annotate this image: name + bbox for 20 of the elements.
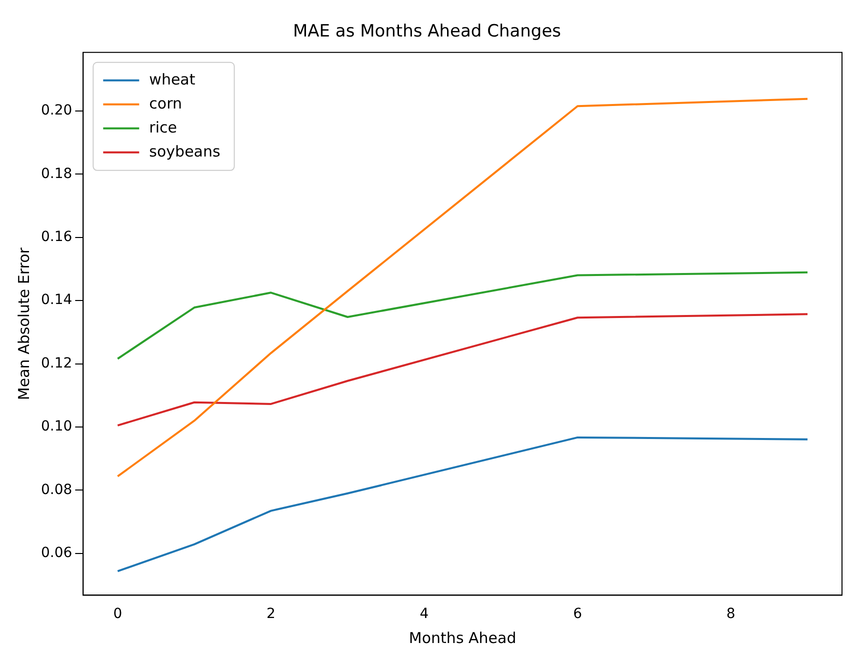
x-tick-label: 0 [113,606,122,622]
x-axis-title: Months Ahead [408,628,516,647]
y-tick-label: 0.12 [41,355,72,372]
x-tick-label: 4 [420,606,429,622]
legend-label: rice [149,118,177,136]
y-tick-label: 0.06 [41,545,72,562]
y-tick-label: 0.08 [41,482,72,498]
legend-label: soybeans [149,142,220,160]
y-tick-label: 0.14 [41,292,72,308]
x-tick-label: 2 [266,606,276,622]
y-tick-label: 0.16 [41,228,72,245]
legend-label: wheat [149,70,196,88]
y-tick-label: 0.10 [41,418,72,435]
chart-title: MAE as Months Ahead Changes [292,22,562,42]
y-axis-title: Mean Absolute Error [14,246,33,400]
y-tick-label: 0.20 [41,102,72,119]
x-tick-label: 8 [726,606,736,622]
y-tick-label: 0.18 [41,166,72,182]
legend-label: corn [149,94,182,112]
x-tick-label: 6 [573,606,582,622]
